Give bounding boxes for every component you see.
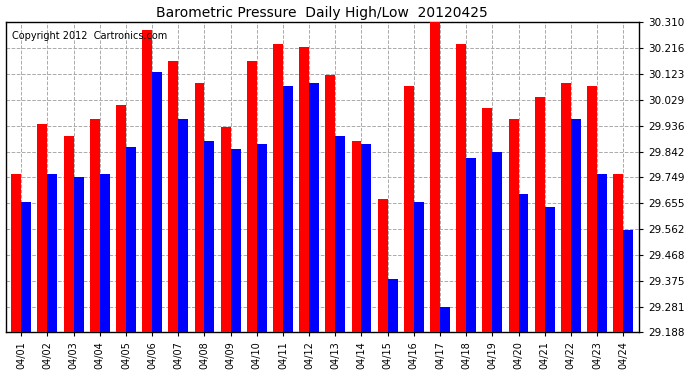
Bar — [351, 141, 362, 332]
Bar — [100, 174, 110, 332]
Bar — [544, 207, 555, 332]
Bar — [309, 83, 319, 332]
Bar — [571, 119, 581, 332]
Bar — [335, 135, 345, 332]
Bar — [230, 149, 241, 332]
Bar — [377, 199, 388, 332]
Bar — [561, 83, 571, 332]
Bar — [623, 230, 633, 332]
Bar — [326, 75, 335, 332]
Bar — [518, 194, 529, 332]
Bar — [597, 174, 607, 332]
Bar — [168, 61, 178, 332]
Bar — [273, 44, 283, 332]
Bar — [456, 44, 466, 332]
Bar — [126, 147, 136, 332]
Bar — [221, 127, 230, 332]
Bar — [466, 158, 476, 332]
Bar — [152, 72, 162, 332]
Bar — [440, 307, 450, 332]
Bar — [37, 124, 48, 332]
Bar — [142, 30, 152, 332]
Bar — [362, 144, 371, 332]
Bar — [493, 152, 502, 332]
Bar — [299, 47, 309, 332]
Bar — [90, 119, 100, 332]
Bar — [482, 108, 493, 332]
Bar — [195, 83, 204, 332]
Bar — [204, 141, 215, 332]
Bar — [63, 135, 74, 332]
Bar — [48, 174, 57, 332]
Bar — [587, 86, 597, 332]
Bar — [74, 177, 83, 332]
Bar — [404, 86, 414, 332]
Bar — [613, 174, 623, 332]
Bar — [257, 144, 267, 332]
Bar — [21, 202, 31, 332]
Bar — [178, 119, 188, 332]
Bar — [414, 202, 424, 332]
Bar — [283, 86, 293, 332]
Bar — [535, 97, 544, 332]
Bar — [388, 279, 397, 332]
Bar — [509, 119, 518, 332]
Bar — [116, 105, 126, 332]
Bar — [247, 61, 257, 332]
Bar — [11, 174, 21, 332]
Bar — [430, 22, 440, 332]
Title: Barometric Pressure  Daily High/Low  20120425: Barometric Pressure Daily High/Low 20120… — [157, 6, 488, 20]
Text: Copyright 2012  Cartronics.com: Copyright 2012 Cartronics.com — [12, 32, 167, 41]
